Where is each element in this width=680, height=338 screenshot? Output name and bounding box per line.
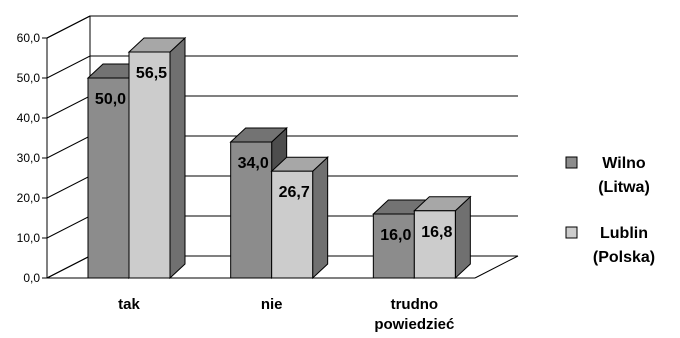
legend-swatch	[565, 226, 578, 239]
bar-side	[169, 36, 186, 280]
data-label: 56,5	[136, 65, 167, 82]
bar-front	[128, 51, 171, 279]
y-axis: 0,0 10,0 20,0 30,0 40,0 50,0 60,0	[17, 31, 48, 285]
bar-front	[230, 141, 273, 279]
data-label: 34,0	[238, 155, 269, 172]
data-label: 16,8	[421, 224, 452, 241]
x-category-label: tak	[118, 296, 140, 313]
legend: Wilno (Litwa) Lublin (Polska)	[565, 155, 655, 266]
y-tick-label: 40,0	[17, 111, 41, 125]
y-tick-label: 10,0	[17, 231, 41, 245]
legend-label: Lublin (Polska)	[593, 225, 655, 266]
gridline	[46, 55, 518, 79]
bar	[413, 195, 472, 280]
legend-label: Wilno (Litwa)	[598, 155, 650, 196]
y-tick-label: 0,0	[23, 271, 40, 285]
legend-swatch	[565, 156, 578, 169]
floor-right-edge	[474, 255, 519, 279]
bar-front	[372, 213, 415, 279]
y-tick-label: 50,0	[17, 71, 41, 85]
bar	[270, 156, 329, 280]
bar-front	[271, 170, 314, 279]
gridline	[46, 15, 518, 39]
bar-side	[312, 156, 329, 280]
bar	[127, 36, 187, 280]
y-tick-label: 30,0	[17, 151, 41, 165]
y-tick-label: 20,0	[17, 191, 41, 205]
data-label: 26,7	[279, 184, 310, 201]
x-category-label: trudno powiedzieć	[374, 296, 454, 333]
y-tick-label: 60,0	[17, 31, 41, 45]
data-label: 50,0	[95, 91, 126, 108]
x-axis: tak nie trudno powiedzieć	[47, 277, 475, 333]
bar-front	[413, 210, 456, 279]
bars: 50,0 56,5 34,0 26,7 16,0 16,8	[86, 36, 472, 280]
x-category-label: nie	[261, 296, 283, 313]
data-label: 16,0	[380, 227, 411, 244]
bar-front	[87, 77, 130, 279]
